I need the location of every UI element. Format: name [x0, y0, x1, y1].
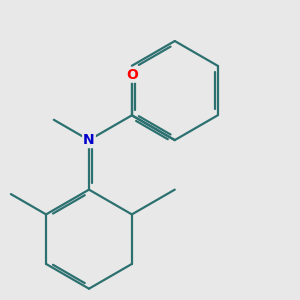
Text: O: O: [126, 68, 138, 82]
Text: N: N: [83, 133, 95, 147]
